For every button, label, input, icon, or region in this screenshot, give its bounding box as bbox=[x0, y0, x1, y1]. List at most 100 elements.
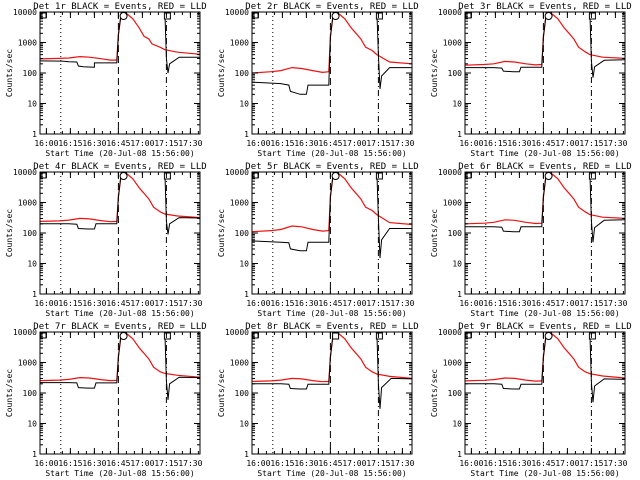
y-tick-label: 10000 bbox=[438, 8, 462, 17]
x-tick-label: 17:00 bbox=[130, 139, 154, 148]
y-tick-label: 10 bbox=[27, 100, 37, 109]
y-tick-label: 100 bbox=[448, 389, 463, 398]
y-tick-label: 1 bbox=[244, 290, 249, 299]
x-tick-label: 16:15 bbox=[270, 139, 294, 148]
x-tick-label: 16:45 bbox=[318, 139, 342, 148]
panel-det-9: Det 9r BLACK = Events, RED = LLD 1 10 100 10… bbox=[430, 322, 632, 478]
y-tick-label: 100 bbox=[235, 229, 250, 238]
x-tick-label: 17:00 bbox=[342, 139, 366, 148]
x-tick-label: 16:45 bbox=[106, 139, 130, 148]
panel-title: Det 8r BLACK = Events, RED = LLD bbox=[245, 322, 418, 332]
panel-det-3: Det 3r BLACK = Events, RED = LLD 1 10 100 10… bbox=[430, 2, 632, 158]
marker-square bbox=[588, 332, 596, 340]
marker-square bbox=[163, 12, 171, 20]
panel-title: Det 9r BLACK = Events, RED = LLD bbox=[458, 322, 631, 332]
x-tick-label: 17:15 bbox=[154, 139, 178, 148]
x-tick-label: 17:15 bbox=[366, 299, 390, 308]
x-tick-label: 16:15 bbox=[270, 299, 294, 308]
x-tick-label: 17:30 bbox=[178, 459, 202, 468]
y-tick-label: 1 bbox=[244, 130, 249, 139]
y-tick-label: 10 bbox=[27, 260, 37, 269]
panel-title: Det 7r BLACK = Events, RED = LLD bbox=[33, 322, 206, 332]
y-tick-label: 1 bbox=[457, 290, 462, 299]
y-axis-label: Counts/sec bbox=[5, 49, 14, 97]
marker-square bbox=[332, 332, 340, 340]
y-tick-label: 1000 bbox=[18, 359, 37, 368]
x-tick-label: 17:00 bbox=[342, 299, 366, 308]
y-tick-label: 100 bbox=[23, 69, 38, 78]
x-tick-label: 16:00 bbox=[246, 139, 270, 148]
y-tick-label: 100 bbox=[448, 69, 463, 78]
x-tick-label: 16:30 bbox=[507, 459, 531, 468]
marker-square bbox=[375, 332, 383, 340]
x-tick-label: 17:00 bbox=[130, 299, 154, 308]
x-tick-label: 16:45 bbox=[318, 459, 342, 468]
x-tick-label: 16:15 bbox=[58, 299, 82, 308]
series-events-line bbox=[252, 332, 412, 409]
x-tick-label: 17:00 bbox=[342, 459, 366, 468]
x-tick-label: 17:00 bbox=[130, 459, 154, 468]
series-lld-line bbox=[40, 12, 200, 61]
y-tick-label: 1000 bbox=[230, 199, 249, 208]
y-tick-label: 10000 bbox=[13, 8, 37, 17]
x-axis-label: Start Time (20-Jul-08 15:56:00) bbox=[45, 469, 194, 478]
x-tick-label: 16:30 bbox=[82, 459, 106, 468]
panel-title: Det 6r BLACK = Events, RED = LLD bbox=[458, 162, 631, 172]
series-events-line bbox=[465, 12, 625, 78]
x-axis-label: Start Time (20-Jul-08 15:56:00) bbox=[45, 149, 194, 158]
x-axis-label: Start Time (20-Jul-08 15:56:00) bbox=[257, 469, 406, 478]
x-axis-label: Start Time (20-Jul-08 15:56:00) bbox=[470, 149, 619, 158]
series-events-line bbox=[40, 332, 200, 400]
x-tick-label: 16:00 bbox=[34, 139, 58, 148]
x-tick-label: 16:30 bbox=[82, 139, 106, 148]
plot-frame bbox=[39, 331, 201, 455]
panel-det-7: Det 7r BLACK = Events, RED = LLD 1 10 100 10… bbox=[5, 322, 207, 478]
series-lld-line bbox=[465, 172, 625, 225]
x-axis-label: Start Time (20-Jul-08 15:56:00) bbox=[45, 309, 194, 318]
x-tick-label: 16:30 bbox=[507, 139, 531, 148]
y-tick-label: 10000 bbox=[225, 168, 249, 177]
series-events-line bbox=[252, 12, 412, 95]
x-tick-label: 17:00 bbox=[555, 299, 579, 308]
x-tick-label: 16:00 bbox=[246, 459, 270, 468]
y-tick-label: 1000 bbox=[230, 359, 249, 368]
y-tick-label: 1 bbox=[244, 450, 249, 459]
panel-title: Det 4r BLACK = Events, RED = LLD bbox=[33, 162, 206, 172]
y-tick-label: 100 bbox=[23, 229, 38, 238]
series-events-line bbox=[40, 172, 200, 235]
y-tick-label: 100 bbox=[235, 389, 250, 398]
y-tick-label: 10000 bbox=[225, 328, 249, 337]
panel-det-5: Det 5r BLACK = Events, RED = LLD 1 10 100 10… bbox=[217, 162, 419, 318]
x-tick-label: 17:30 bbox=[178, 139, 202, 148]
panel-title: Det 2r BLACK = Events, RED = LLD bbox=[245, 2, 418, 12]
y-axis-label: Counts/sec bbox=[217, 49, 226, 97]
series-lld-line bbox=[40, 332, 200, 382]
y-tick-label: 100 bbox=[235, 69, 250, 78]
y-tick-label: 100 bbox=[23, 389, 38, 398]
x-tick-label: 16:30 bbox=[82, 299, 106, 308]
series-events-line bbox=[252, 172, 412, 259]
y-tick-label: 10000 bbox=[13, 328, 37, 337]
panel-det-4: Det 4r BLACK = Events, RED = LLD 1 10 100 10… bbox=[5, 162, 207, 318]
x-axis-label: Start Time (20-Jul-08 15:56:00) bbox=[470, 309, 619, 318]
y-tick-label: 1 bbox=[457, 450, 462, 459]
x-tick-label: 16:15 bbox=[483, 459, 507, 468]
y-tick-label: 10000 bbox=[13, 168, 37, 177]
y-tick-label: 10 bbox=[452, 420, 462, 429]
y-tick-label: 10000 bbox=[438, 168, 462, 177]
x-tick-label: 17:30 bbox=[390, 139, 414, 148]
y-tick-label: 10000 bbox=[438, 328, 462, 337]
panel-det-2: Det 2r BLACK = Events, RED = LLD 1 10 100 10… bbox=[217, 2, 419, 158]
y-tick-label: 1 bbox=[32, 290, 37, 299]
x-tick-label: 16:15 bbox=[270, 459, 294, 468]
x-tick-label: 17:15 bbox=[154, 459, 178, 468]
x-tick-label: 17:15 bbox=[579, 299, 603, 308]
plot-frame bbox=[251, 171, 413, 295]
y-axis-label: Counts/sec bbox=[5, 209, 14, 257]
y-tick-label: 10 bbox=[239, 100, 249, 109]
series-lld-line bbox=[252, 332, 412, 383]
series-events-line bbox=[465, 332, 625, 403]
y-tick-label: 10 bbox=[452, 100, 462, 109]
x-tick-label: 16:45 bbox=[106, 459, 130, 468]
